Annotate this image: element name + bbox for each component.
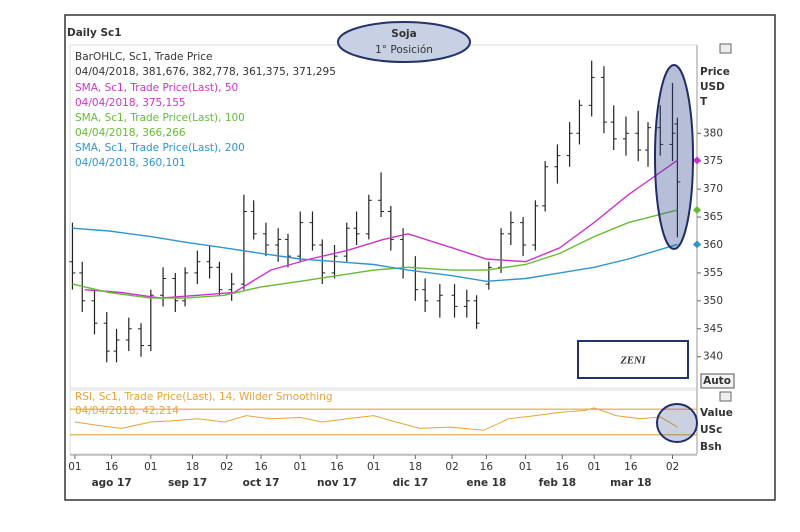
- last-value-marker: [693, 205, 701, 214]
- series-line: [72, 227, 678, 283]
- y-axis-label: USc: [700, 424, 722, 436]
- x-tick-label: 01: [144, 461, 157, 473]
- panel-title: RSI, Sc1, Trade Price(Last), 14, Wilder …: [75, 391, 333, 403]
- x-tick-label: 02: [666, 461, 679, 473]
- legend-value: 04/04/2018, 366,266: [75, 127, 186, 139]
- x-tick-label: 02: [445, 461, 458, 473]
- y-axis-label: USD: [700, 81, 725, 93]
- panel-icon[interactable]: [719, 43, 732, 54]
- y-tick-label: 350: [703, 295, 723, 307]
- highlight-oval: [656, 403, 698, 443]
- month-label: dic 17: [393, 477, 429, 489]
- month-label: ago 17: [92, 477, 132, 489]
- month-label: sep 17: [168, 477, 207, 489]
- legend-entry: SMA, Sc1, Trade Price(Last), 50: [75, 82, 238, 94]
- x-tick-label: 01: [587, 461, 600, 473]
- y-tick-label: 340: [703, 351, 723, 363]
- auto-button[interactable]: [700, 373, 735, 389]
- annotation-title: Soja: [391, 28, 416, 40]
- panel-icon[interactable]: [719, 391, 732, 402]
- month-label: feb 18: [539, 477, 576, 489]
- highlight-oval: [654, 64, 694, 250]
- y-tick-label: 355: [703, 267, 723, 279]
- x-tick-label: 16: [624, 461, 638, 473]
- x-tick-label: 02: [220, 461, 233, 473]
- annotation-oval: [337, 21, 471, 63]
- y-tick-label: 365: [703, 211, 723, 223]
- month-label: mar 18: [610, 477, 651, 489]
- x-tick-label: 01: [519, 461, 532, 473]
- last-value-marker: [693, 240, 701, 249]
- y-axis-label: Bsh: [700, 441, 722, 453]
- x-tick-label: 16: [556, 461, 570, 473]
- x-tick-label: 01: [294, 461, 307, 473]
- series-line: [84, 159, 678, 299]
- x-tick-label: 01: [68, 461, 81, 473]
- logo: ZENI: [619, 355, 646, 366]
- y-axis-label: Price: [700, 66, 730, 78]
- x-tick-label: 16: [105, 461, 119, 473]
- annotation-subtitle: 1° Posición: [375, 44, 433, 56]
- x-tick-label: 18: [186, 461, 199, 473]
- legend-value: 04/04/2018, 42,214: [75, 405, 179, 417]
- y-tick-label: 370: [703, 183, 723, 195]
- y-tick-label: 380: [703, 127, 723, 139]
- legend-text: BarOHLC, Sc1, Trade Price: [75, 51, 212, 63]
- logo-box: [577, 340, 689, 379]
- last-value-marker: [693, 156, 701, 165]
- x-tick-label: 16: [330, 461, 344, 473]
- x-tick-label: 18: [409, 461, 422, 473]
- month-label: ene 18: [466, 477, 506, 489]
- series-line: [74, 407, 678, 431]
- series-line: [72, 209, 678, 299]
- legend-value: 04/04/2018, 375,155: [75, 97, 186, 109]
- y-tick-label: 375: [703, 155, 723, 167]
- month-label: nov 17: [317, 477, 357, 489]
- month-label: oct 17: [243, 477, 280, 489]
- y-axis-label: T: [700, 96, 708, 108]
- x-tick-label: 16: [480, 461, 494, 473]
- chart-title: Daily Sc1: [67, 27, 122, 39]
- legend-entry: SMA, Sc1, Trade Price(Last), 200: [75, 142, 245, 154]
- x-tick-label: 16: [254, 461, 268, 473]
- y-tick-label: 345: [703, 323, 723, 335]
- auto-button-label[interactable]: Auto: [703, 375, 731, 387]
- legend-value: 04/04/2018, 360,101: [75, 157, 186, 169]
- y-tick-label: 360: [703, 239, 723, 251]
- legend-entry: SMA, Sc1, Trade Price(Last), 100: [75, 112, 245, 124]
- x-tick-label: 01: [367, 461, 380, 473]
- y-axis-label: Value: [700, 407, 733, 419]
- legend-text: 04/04/2018, 381,676, 382,778, 361,375, 3…: [75, 66, 336, 78]
